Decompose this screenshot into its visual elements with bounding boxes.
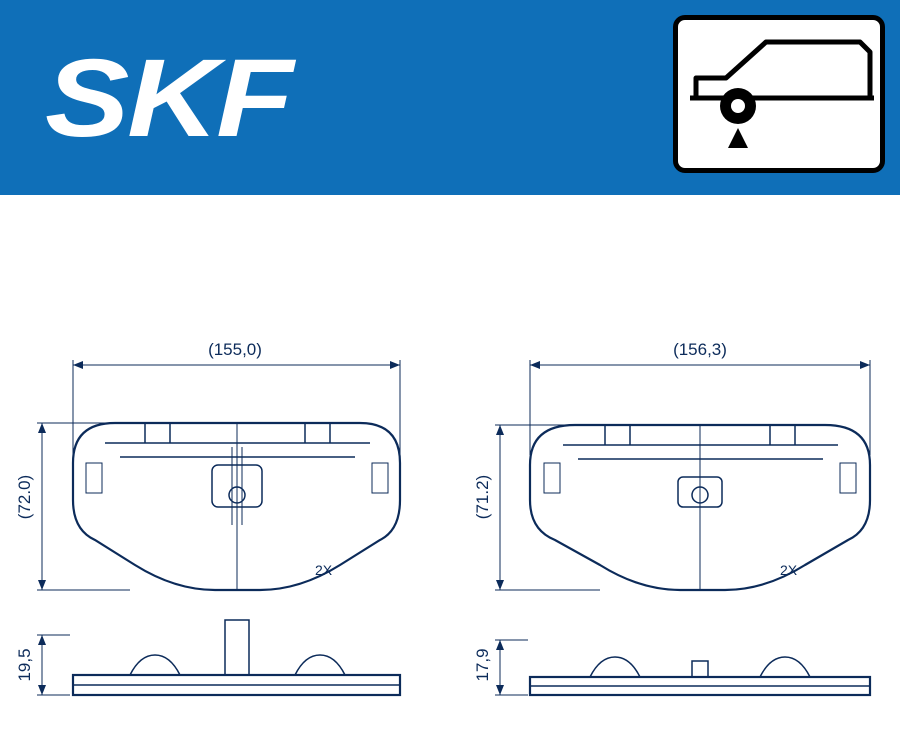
qty-right: 2X: [780, 562, 798, 578]
dim-height-right: (71.2): [473, 475, 492, 519]
qty-left: 2X: [315, 562, 333, 578]
dim-width-left: (155,0): [208, 340, 262, 359]
brand-logo: SKF: [45, 35, 291, 162]
dim-thick-left: 19,5: [15, 648, 34, 681]
technical-diagram: (155,0) (72.0) 2X 19,5 (156,3) (71.2): [0, 195, 900, 735]
dim-height-left: (72.0): [15, 475, 34, 519]
dim-thick-right: 17,9: [473, 648, 492, 681]
front-wheel-icon: [678, 20, 880, 168]
position-icon-box: [673, 15, 885, 173]
header-banner: SKF: [0, 0, 900, 195]
dim-width-right: (156,3): [673, 340, 727, 359]
